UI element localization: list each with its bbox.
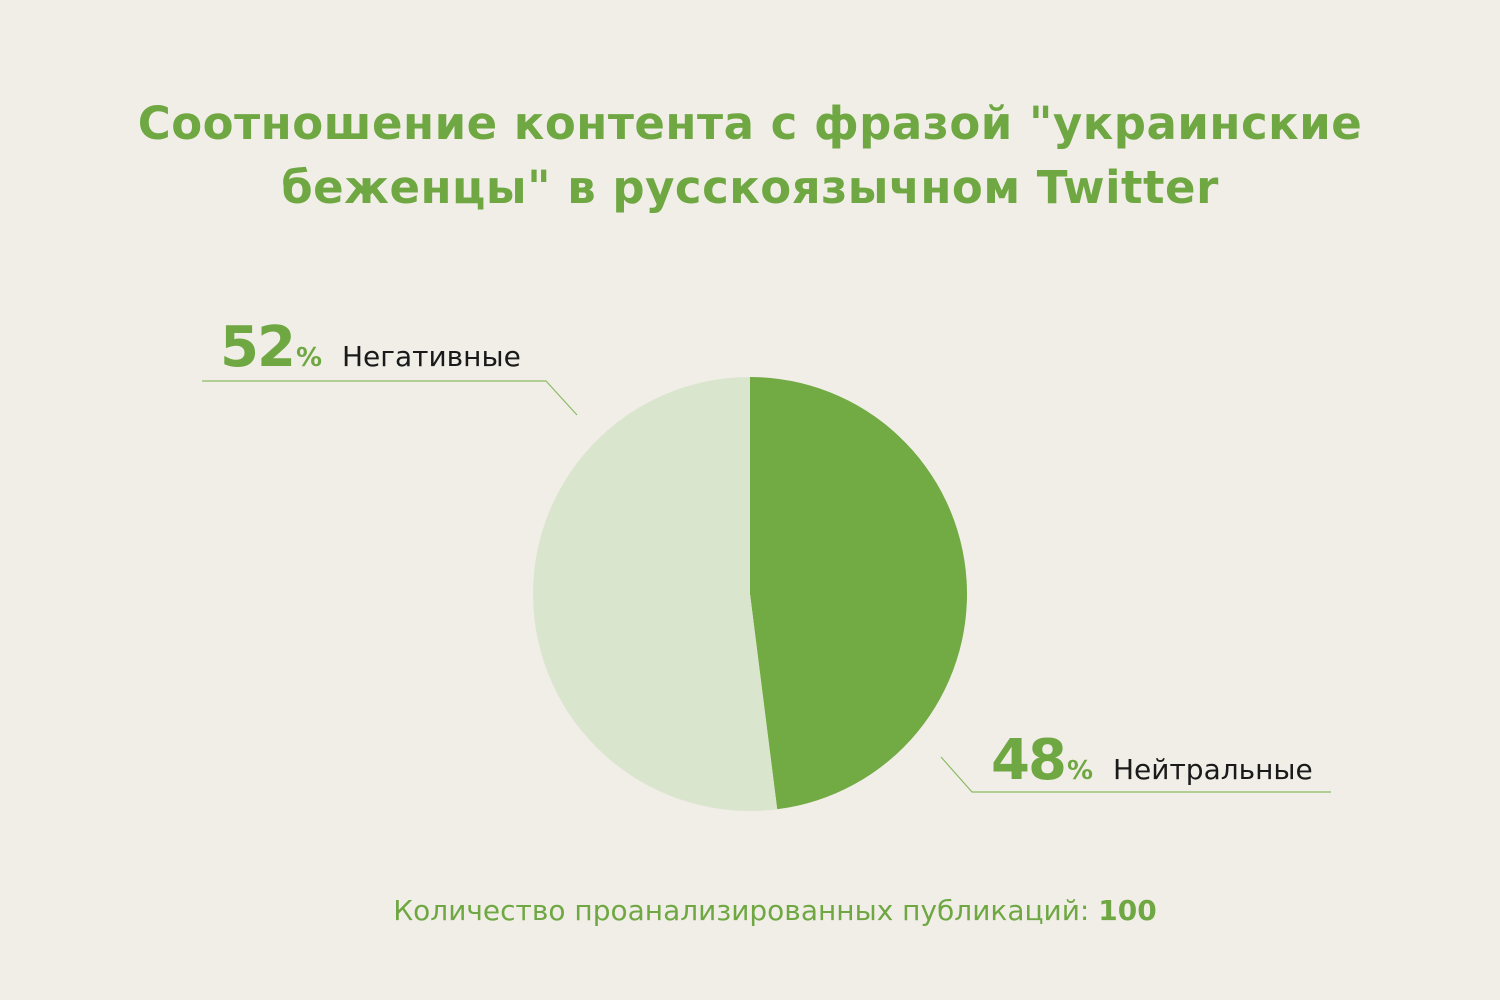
chart-title: Соотношение контента с фразой "украински…: [0, 92, 1500, 220]
pie-slice-neutral: [750, 377, 967, 810]
footer-label: Количество проанализированных публикаций…: [393, 894, 1090, 927]
slice-value-negative: 52: [220, 315, 294, 380]
leader-line-negative: [202, 380, 578, 416]
slice-category-negative: Негативные: [342, 340, 521, 373]
footer-note: Количество проанализированных публикаций…: [0, 894, 1500, 927]
slice-unit-negative: %: [296, 343, 322, 373]
slice-category-neutral: Нейтральные: [1113, 753, 1313, 786]
pie-slice-negative: [533, 377, 778, 811]
leader-line-neutral: [940, 756, 1331, 793]
footer-value: 100: [1098, 894, 1157, 927]
slice-label-neutral: 48% Нейтральные: [991, 728, 1313, 793]
chart-title-line-1: Соотношение контента с фразой "украински…: [137, 97, 1363, 150]
slice-label-negative: 52% Негативные: [220, 315, 521, 380]
slice-value-neutral: 48: [991, 728, 1065, 793]
chart-title-line-2: беженцы" в русскоязычном Twitter: [281, 161, 1219, 214]
slice-unit-neutral: %: [1067, 756, 1093, 786]
